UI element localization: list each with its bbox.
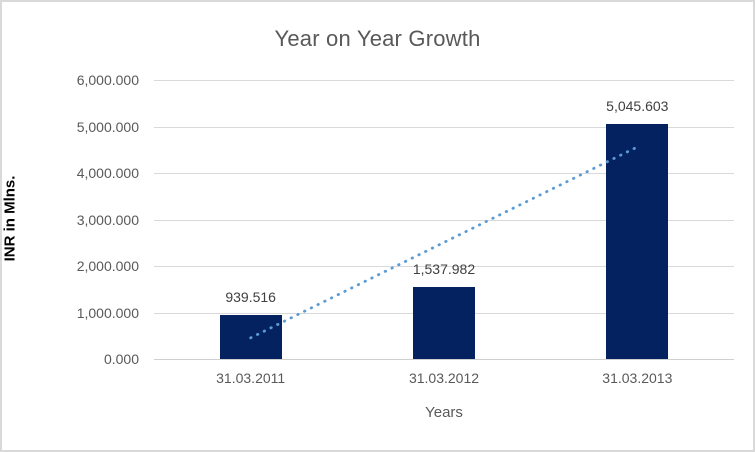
trendline[interactable] (249, 145, 639, 340)
bar[interactable] (606, 124, 669, 359)
y-tick-label: 5,000.000 (76, 118, 139, 135)
data-label: 1,537.982 (412, 261, 476, 278)
bar[interactable] (413, 287, 475, 359)
x-axis-title: Years (425, 404, 463, 421)
y-tick-label: 6,000.000 (76, 72, 139, 88)
data-label: 5,045.603 (606, 98, 669, 115)
x-tick-label: 31.03.2013 (602, 370, 673, 386)
gridline (154, 266, 734, 267)
trendline-layer (249, 145, 639, 340)
chart-title: Year on Year Growth (274, 26, 481, 51)
x-axis-line (154, 359, 734, 360)
plot-area (154, 80, 734, 360)
x-tick-label: 31.03.2011 (216, 370, 286, 386)
gridline (154, 219, 734, 221)
gridline (154, 173, 734, 174)
gridline (154, 80, 734, 81)
x-tick-label: 31.03.2012 (408, 370, 480, 386)
y-tick-label: 0.000 (103, 351, 139, 367)
y-tick-label: 3,000.000 (76, 211, 139, 228)
data-label: 939.516 (225, 289, 276, 306)
gridline (154, 126, 734, 128)
y-tick-label: 4,000.000 (76, 165, 139, 181)
y-tick-label: 2,000.000 (76, 258, 139, 274)
y-tick-label: 1,000.000 (76, 304, 139, 321)
